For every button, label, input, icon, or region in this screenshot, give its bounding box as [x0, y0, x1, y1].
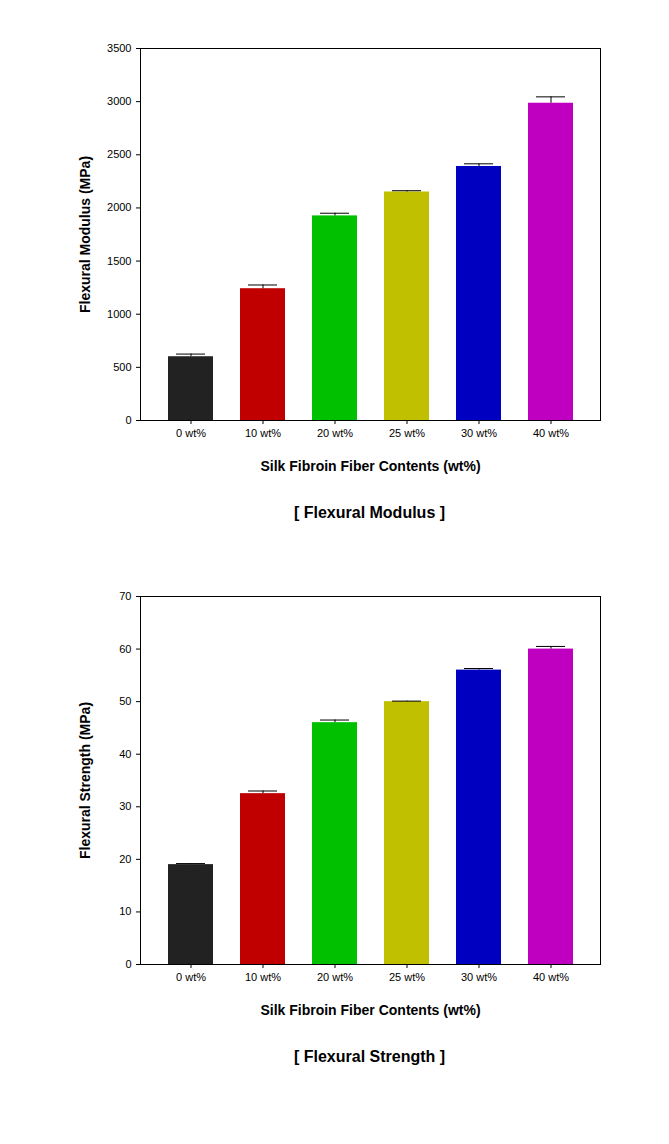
svg-text:60: 60 [119, 643, 131, 655]
svg-text:10: 10 [119, 905, 131, 917]
svg-text:50: 50 [119, 695, 131, 707]
svg-text:Flexural Modulus (MPa): Flexural Modulus (MPa) [77, 156, 93, 313]
svg-text:0: 0 [125, 958, 131, 970]
svg-text:3500: 3500 [107, 42, 131, 54]
svg-text:25 wt%: 25 wt% [389, 427, 425, 439]
svg-text:1500: 1500 [107, 255, 131, 267]
svg-text:70: 70 [119, 590, 131, 602]
svg-text:20 wt%: 20 wt% [317, 971, 353, 983]
svg-text:0 wt%: 0 wt% [176, 427, 206, 439]
html-text:[ Flexural Modulus ]: [ Flexural Modulus ] [293, 504, 446, 521]
svg-text:0 wt%: 0 wt% [176, 971, 206, 983]
svg-text:Silk Fibroin Fiber Contents (w: Silk Fibroin Fiber Contents (wt%) [260, 1002, 480, 1018]
svg-text:3000: 3000 [107, 95, 131, 107]
svg-text:Silk Fibroin Fiber Contents (w: Silk Fibroin Fiber Contents (wt%) [260, 458, 480, 474]
svg-text:30 wt%: 30 wt% [461, 427, 497, 439]
svg-text:Flexural Strength (MPa): Flexural Strength (MPa) [77, 702, 93, 859]
svg-text:10 wt%: 10 wt% [245, 427, 281, 439]
svg-text:500: 500 [113, 361, 131, 373]
svg-text:2000: 2000 [107, 201, 131, 213]
svg-text:20: 20 [119, 853, 131, 865]
svg-text:2500: 2500 [107, 148, 131, 160]
svg-text:1000: 1000 [107, 308, 131, 320]
svg-text:30 wt%: 30 wt% [461, 971, 497, 983]
svg-text:40 wt%: 40 wt% [533, 971, 569, 983]
svg-text:40 wt%: 40 wt% [533, 427, 569, 439]
svg-text:20 wt%: 20 wt% [317, 427, 353, 439]
svg-text:25 wt%: 25 wt% [389, 971, 425, 983]
svg-text:10 wt%: 10 wt% [245, 971, 281, 983]
svg-text:40: 40 [119, 748, 131, 760]
html-text:[ Flexural Strength ]: [ Flexural Strength ] [293, 1048, 446, 1065]
svg-text:0: 0 [125, 414, 131, 426]
svg-text:30: 30 [119, 800, 131, 812]
